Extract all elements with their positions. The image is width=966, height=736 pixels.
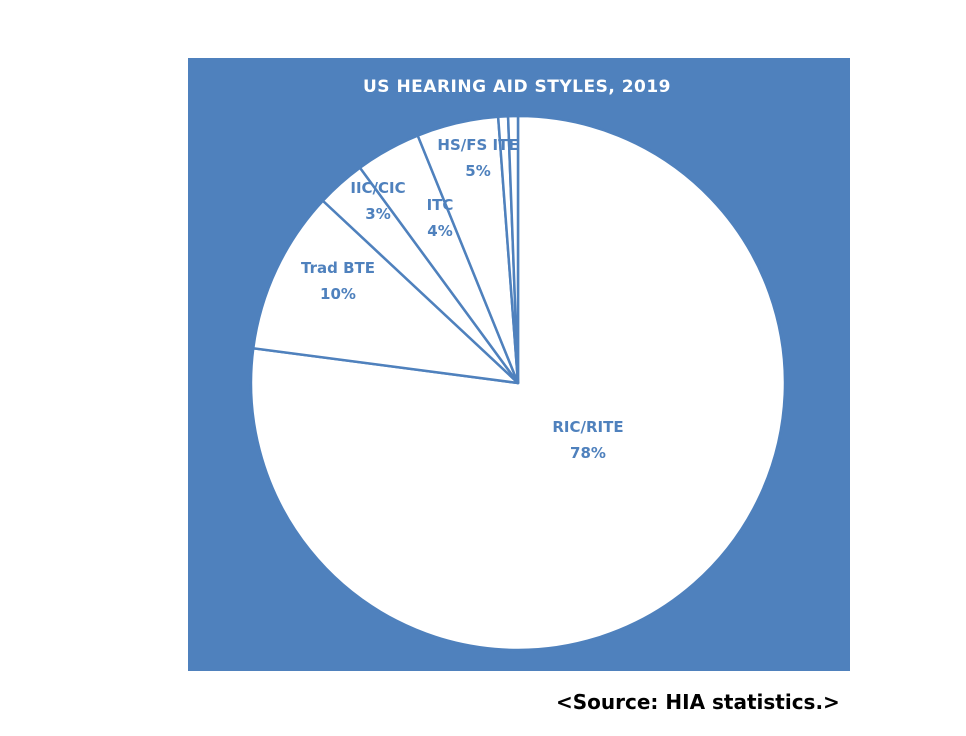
slice-value-itc: 4% [427,222,452,240]
slice-name-iic-cic: IIC/CIC [350,179,405,197]
pie-slice-thin-6 [506,114,520,385]
pie-chart: US HEARING AID STYLES, 2019 RIC/RITE 78% T… [188,58,850,671]
slice-value-iic-cic: 3% [365,205,390,223]
slice-label-trad-bte: Trad BTE 10% [301,259,375,303]
source-caption: <Source: HIA statistics.> [556,690,840,714]
slice-label-hs-fs-ite: HS/FS ITE 5% [437,136,518,180]
chart-panel: US HEARING AID STYLES, 2019 RIC/RITE 78% T… [188,58,850,671]
pie-labels: RIC/RITE 78% Trad BTE 10% IIC/CIC 3% ITC 4% HS/F… [301,136,624,462]
pie-slice-trad-bte [252,199,520,385]
slice-value-trad-bte: 10% [320,285,356,303]
slice-name-itc: ITC [427,196,454,214]
slice-label-ric-rite: RIC/RITE 78% [552,418,623,462]
slice-name-hs-fs-ite: HS/FS ITE [437,136,518,154]
slice-name-trad-bte: Trad BTE [301,259,375,277]
slice-name-ric-rite: RIC/RITE [552,418,623,436]
pie-slices [249,114,787,652]
slice-label-itc: ITC 4% [427,196,454,240]
slice-value-hs-fs-ite: 5% [465,162,490,180]
slice-label-iic-cic: IIC/CIC 3% [350,179,405,223]
chart-title: US HEARING AID STYLES, 2019 [363,77,671,97]
slice-value-ric-rite: 78% [570,444,606,462]
